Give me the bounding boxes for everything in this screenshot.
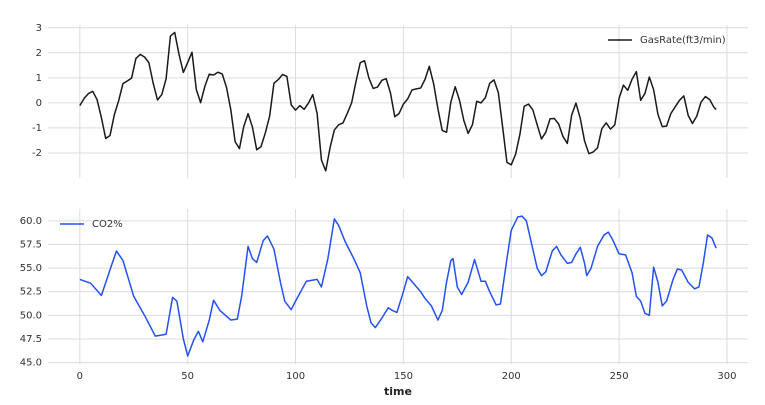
y-tick-label: 1 bbox=[36, 73, 42, 84]
x-axis-label: time bbox=[384, 385, 412, 398]
x-tick-label: 0 bbox=[77, 371, 83, 382]
y-tick-label: 3 bbox=[36, 23, 42, 34]
line-series bbox=[79, 31, 717, 172]
y-tick-label: -1 bbox=[32, 123, 42, 134]
line-series bbox=[79, 215, 717, 357]
y-tick-label: 57.5 bbox=[20, 239, 42, 250]
y-tick-label: 50.0 bbox=[20, 310, 42, 321]
x-tick-label: 50 bbox=[181, 371, 194, 382]
y-tick-label: 47.5 bbox=[20, 334, 42, 345]
y-tick-label: 52.5 bbox=[20, 287, 42, 298]
y-tick-label: 45.0 bbox=[20, 358, 42, 369]
x-tick-label: 300 bbox=[717, 371, 736, 382]
y-tick-label: 0 bbox=[36, 98, 42, 109]
y-tick-label: 60.0 bbox=[20, 216, 42, 227]
x-tick-label: 250 bbox=[610, 371, 629, 382]
y-tick-label: -2 bbox=[32, 148, 42, 159]
y-tick-label: 55.0 bbox=[20, 263, 42, 274]
y-tick-label: 2 bbox=[36, 48, 42, 59]
x-tick-label: 150 bbox=[394, 371, 413, 382]
legend-label: GasRate(ft3/min) bbox=[640, 35, 726, 46]
x-tick-label: 100 bbox=[286, 371, 305, 382]
x-tick-label: 200 bbox=[502, 371, 521, 382]
legend-label: CO2% bbox=[92, 219, 123, 230]
